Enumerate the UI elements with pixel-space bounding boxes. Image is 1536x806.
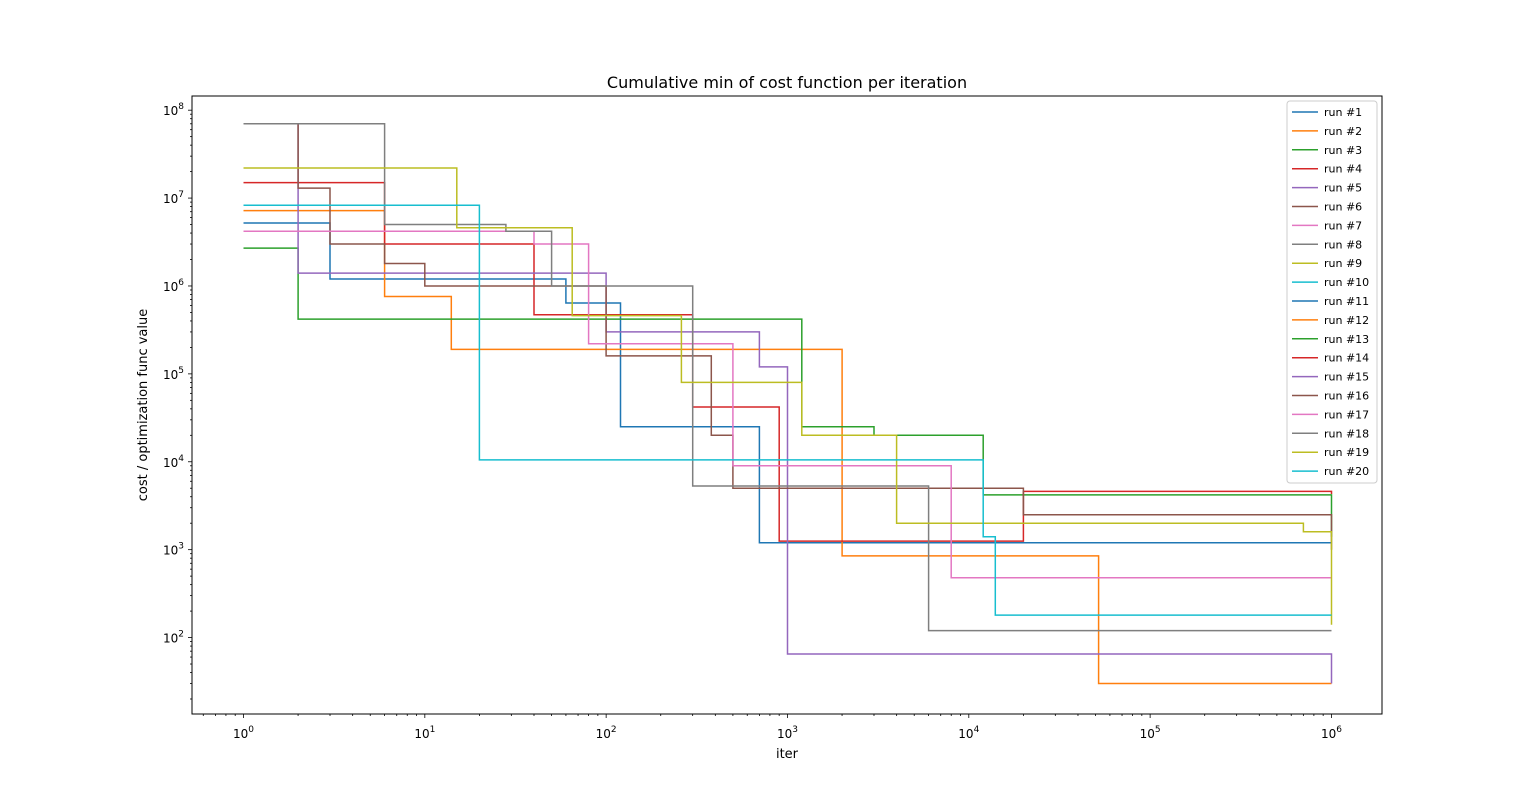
legend-label: run #11 [1324,295,1369,308]
series-line-run-8 [243,123,1332,632]
legend-label: run #4 [1324,163,1362,176]
y-tick-label: 108 [163,102,184,118]
y-tick-label: 106 [163,278,184,294]
x-axis-label: iter [776,747,799,762]
legend-label: run #15 [1324,371,1369,384]
legend-label: run #12 [1324,314,1369,327]
series-line-run-1 [243,222,1332,544]
legend-label: run #9 [1324,257,1362,270]
legend-label: run #7 [1324,219,1362,232]
legend-label: run #16 [1324,390,1369,403]
legend-label: run #17 [1324,408,1369,421]
y-axis-label: cost / optimization func value [136,309,151,501]
legend-label: run #14 [1324,352,1369,365]
legend-label: run #18 [1324,427,1369,440]
x-tick-label: 101 [414,725,435,741]
y-tick-label: 104 [163,454,184,470]
series-line-run-9 [243,167,1333,625]
legend-label: run #20 [1324,465,1369,478]
series-layer [243,123,1333,685]
series-line-run-10 [243,204,1332,616]
legend: run #1 run #2 run #3 run #4 run #5 run #6 run … [1286,100,1378,484]
chart-title: Cumulative min of cost function per iter… [607,73,967,92]
legend-label: run #10 [1324,276,1369,289]
axes-frame [191,95,1383,715]
y-tick-label: 105 [163,366,184,382]
x-tick-label: 106 [1321,725,1342,741]
y-tick-label: 103 [163,542,184,558]
y-tick-label: 107 [163,190,184,206]
y-tick-label: 102 [163,630,184,646]
ticks-layer: 100 101 102 103 104 105 106 102 103 104 105 106 107 1… [163,102,1342,741]
x-tick-label: 103 [777,725,798,741]
legend-label: run #3 [1324,144,1362,157]
legend-label: run #8 [1324,238,1362,251]
legend-label: run #19 [1324,446,1369,459]
x-tick-label: 102 [596,725,617,741]
x-tick-label: 104 [958,725,979,741]
x-tick-label: 100 [233,725,254,741]
legend-label: run #6 [1324,201,1362,214]
legend-box [1286,100,1378,484]
legend-label: run #2 [1324,125,1362,138]
legend-label: run #13 [1324,333,1369,346]
legend-label: run #1 [1324,106,1362,119]
legend-label: run #5 [1324,182,1362,195]
series-line-run-5 [243,123,1333,684]
x-tick-label: 105 [1140,725,1161,741]
